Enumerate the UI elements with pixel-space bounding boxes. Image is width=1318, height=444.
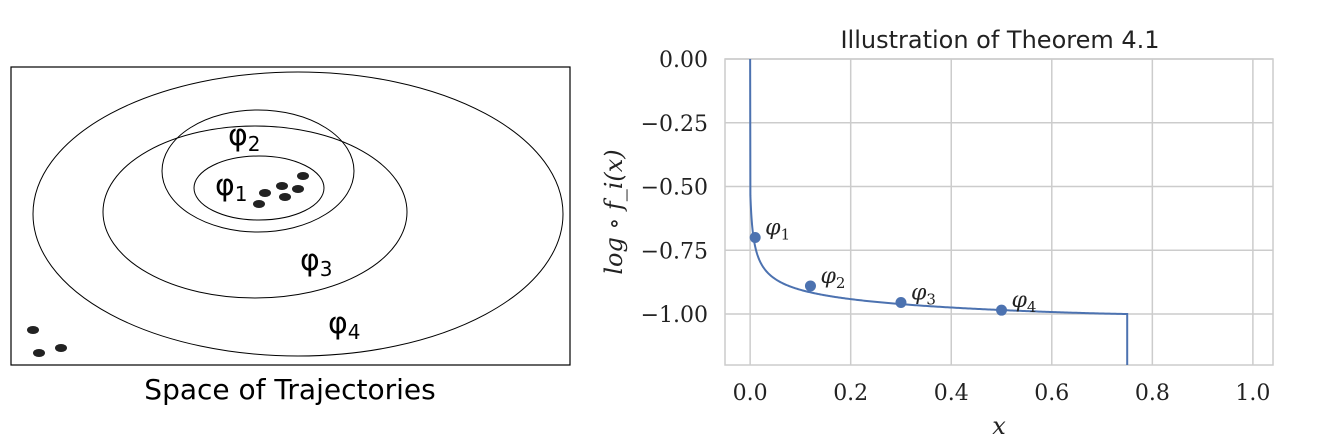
x-tick-labels: 0.0 0.2 0.4 0.6 0.8 1.0: [733, 381, 1271, 406]
data-point: [749, 232, 761, 243]
y-tick-label: −0.50: [641, 176, 708, 201]
y-tick-label: −0.75: [641, 239, 708, 264]
y-tick-label: −1.00: [641, 303, 708, 328]
x-tick-label: 0.8: [1135, 381, 1170, 406]
region-phi3-boundary: [102, 125, 408, 299]
region-label-phi4: φ4: [328, 306, 361, 344]
series-line: [749, 58, 1129, 365]
y-tick-label: −0.25: [641, 112, 708, 137]
x-tick-label: 0.6: [1034, 381, 1069, 406]
trajectory-space-panel: φ1 φ2 φ3 φ4 Space of Trajectories: [10, 66, 571, 406]
trajectory-dot: [259, 189, 271, 197]
trajectory-dot: [27, 326, 39, 334]
y-axis-label: log ∘ f_i(x): [600, 149, 628, 274]
x-axis-label: x: [992, 412, 1006, 440]
y-tick-labels: 0.00 −0.25 −0.50 −0.75 −1.00: [641, 48, 708, 328]
plot-area-frame: [724, 58, 1274, 366]
region-phi1-boundary: [193, 155, 325, 221]
trajectory-space-frame: [10, 66, 571, 366]
region-label-phi1: φ1: [215, 168, 248, 206]
trajectory-dot: [279, 193, 291, 201]
data-points: φ1 φ2 φ3 φ4: [749, 216, 1037, 316]
y-tick-label: 0.00: [659, 48, 708, 73]
chart-title: Illustration of Theorem 4.1: [840, 26, 1159, 54]
data-point: [804, 280, 816, 292]
region-phi2-boundary: [161, 109, 355, 233]
trajectory-dot: [292, 185, 304, 193]
trajectory-dot: [55, 344, 67, 352]
data-point-label: φ2: [820, 264, 845, 292]
theorem-chart: Illustration of Theorem 4.1 0.0 0.2 0.4 0.6…: [600, 26, 1274, 440]
region-label-phi2: φ2: [228, 118, 261, 156]
x-tick-label: 1.0: [1235, 381, 1270, 406]
trajectory-dot: [253, 200, 265, 208]
data-point-label: φ4: [1012, 288, 1037, 316]
x-tick-label: 0.2: [833, 381, 868, 406]
x-tick-label: 0.4: [934, 381, 969, 406]
x-tick-label: 0.0: [733, 381, 768, 406]
region-phi4-boundary: [32, 71, 564, 357]
data-point-label: φ3: [911, 281, 936, 309]
trajectory-dot: [297, 172, 309, 180]
region-label-phi3: φ3: [300, 243, 333, 281]
data-point: [895, 297, 907, 309]
trajectory-space-caption: Space of Trajectories: [144, 373, 435, 406]
data-point-label: φ1: [765, 216, 790, 244]
data-point: [996, 304, 1008, 316]
trajectory-dot: [33, 349, 45, 357]
chart-grid: [725, 58, 1273, 365]
trajectory-dot: [276, 182, 288, 190]
